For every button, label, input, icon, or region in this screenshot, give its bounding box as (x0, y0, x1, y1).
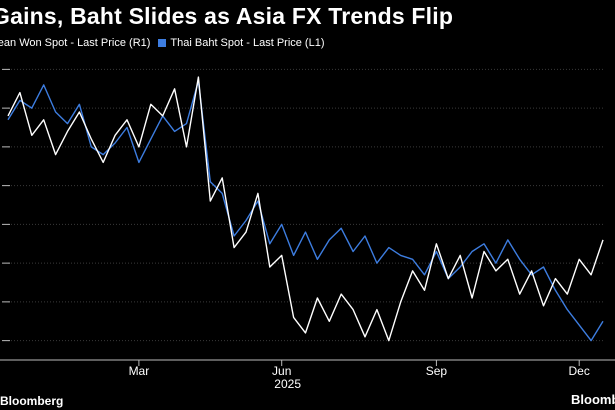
chart-title: Gains, Baht Slides as Asia FX Trends Fli… (0, 3, 454, 29)
series-line-0 (7, 76, 604, 342)
legend-label-baht: Thai Baht Spot - Last Price (L1) (170, 37, 325, 49)
chart-legend: orean Won Spot - Last Price (R1) Thai Ba… (0, 37, 325, 49)
bloomberg-logo-left: Bloomberg (0, 394, 64, 408)
x-axis-year-label: 2025 (274, 377, 301, 391)
x-tick-label-1: Jun (272, 364, 291, 378)
x-tick-label-3: Dec (569, 364, 590, 378)
grid-lines (2, 68, 603, 342)
x-tick-label-0: Mar (129, 364, 150, 378)
legend-swatch-baht (158, 39, 167, 47)
bloomberg-logo-right: Bloomberg (571, 392, 615, 407)
x-axis-ticks: Mar Jun Sep Dec (129, 360, 590, 378)
legend-label-won: orean Won Spot - Last Price (R1) (0, 37, 151, 49)
series-layer (7, 76, 604, 342)
x-tick-label-2: Sep (426, 364, 448, 378)
series-line-1 (7, 80, 604, 342)
